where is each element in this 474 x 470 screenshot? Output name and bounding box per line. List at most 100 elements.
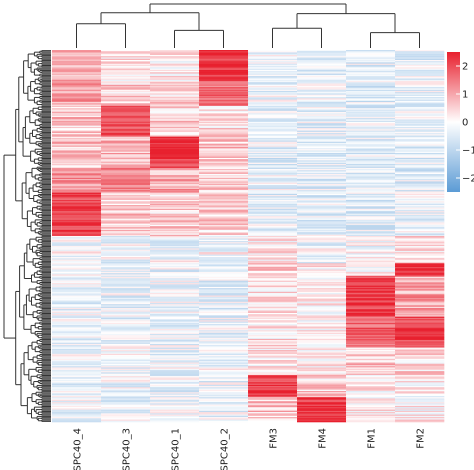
heatmap-cell (101, 271, 151, 274)
heatmap-cell (395, 284, 445, 286)
heatmap-cell (52, 298, 102, 300)
column-label-fm2: FM2 (416, 428, 427, 449)
heatmap-cell (150, 216, 200, 218)
heatmap-cell (101, 157, 151, 160)
heatmap-cell (395, 283, 445, 285)
heatmap-cell (248, 83, 298, 86)
heatmap-cell (101, 369, 151, 372)
heatmap-cell (101, 52, 151, 55)
heatmap-cell (150, 384, 200, 387)
heatmap-cell (248, 355, 298, 357)
heatmap-cell (395, 239, 445, 242)
heatmap-cell (101, 296, 151, 299)
heatmap-cell (297, 392, 347, 394)
heatmap-cell (297, 259, 347, 262)
heatmap-cell (101, 214, 151, 217)
heatmap-cell (346, 265, 396, 268)
heatmap-cell (248, 403, 298, 405)
heatmap-cell (52, 93, 102, 95)
heatmap-cell (248, 171, 298, 174)
heatmap-cell (150, 218, 200, 221)
heatmap-cell (52, 314, 102, 316)
heatmap-cell (199, 208, 249, 211)
heatmap-cell (101, 102, 151, 104)
heatmap-cell (199, 104, 249, 107)
heatmap-cell (199, 76, 249, 78)
heatmap-cell (297, 353, 347, 356)
heatmap-cell (101, 83, 151, 86)
heatmap-cell (346, 347, 396, 350)
heatmap-cell (52, 363, 102, 366)
heatmap-cell (52, 296, 102, 299)
heatmap-cell (101, 76, 151, 78)
heatmap-cell (395, 403, 445, 405)
heatmap-cell (395, 361, 445, 363)
heatmap-cell (346, 242, 396, 244)
heatmap-cell (101, 62, 151, 64)
heatmap-cell (150, 267, 200, 269)
heatmap-cell (395, 388, 445, 391)
heatmap-cell (297, 212, 347, 214)
heatmap-cell (101, 326, 151, 329)
heatmap-cell (395, 243, 445, 245)
heatmap-cell (150, 211, 200, 213)
heatmap-cell (346, 361, 396, 363)
heatmap-cell (199, 229, 249, 232)
heatmap-cell (346, 62, 396, 64)
heatmap-cell (52, 405, 102, 408)
column-label-fm1: FM1 (367, 428, 378, 449)
heatmap-cell (52, 232, 102, 234)
heatmap-cell (199, 175, 249, 177)
heatmap-cell (395, 88, 445, 90)
heatmap-cell (101, 50, 151, 52)
heatmap-cell (297, 229, 347, 232)
heatmap-cell (199, 138, 249, 140)
heatmap-cell (199, 326, 249, 329)
heatmap-cell (52, 160, 102, 162)
heatmap-cell (297, 109, 347, 112)
heatmap-cell (346, 186, 396, 188)
heatmap-cell (101, 273, 151, 275)
heatmap-cell (248, 169, 298, 171)
heatmap-cell (52, 273, 102, 275)
heatmap-cell (101, 177, 151, 180)
heatmap-cell (248, 161, 298, 164)
heatmap-cell (395, 358, 445, 361)
heatmap-cell (395, 110, 445, 113)
heatmap-cell (346, 257, 396, 259)
heatmap-cell (101, 249, 151, 252)
heatmap-cell (199, 78, 249, 81)
heatmap-cell (150, 378, 200, 381)
heatmap-cell (52, 119, 102, 121)
heatmap-cell (52, 330, 102, 332)
heatmap-cell (199, 218, 249, 221)
heatmap-cell (395, 140, 445, 143)
heatmap-cell (52, 381, 102, 383)
heatmap-cell (101, 400, 151, 403)
heatmap-cell (297, 126, 347, 129)
heatmap-cell (297, 398, 347, 400)
heatmap-cell (395, 221, 445, 223)
heatmap-cell (395, 203, 445, 206)
heatmap-cell (346, 152, 396, 155)
heatmap-cell (52, 130, 102, 133)
heatmap-cell (150, 333, 200, 336)
heatmap-cell (395, 63, 445, 66)
heatmap-cell (297, 265, 347, 268)
heatmap-cell (297, 262, 347, 264)
heatmap-cell (248, 54, 298, 57)
heatmap-cell (101, 95, 151, 98)
heatmap-cell (297, 240, 347, 243)
heatmap-cell (52, 219, 102, 222)
heatmap-cell (346, 263, 396, 265)
heatmap-cell (248, 333, 298, 336)
heatmap-cell (395, 224, 445, 227)
heatmap-cell (199, 378, 249, 381)
heatmap-cell (395, 196, 445, 198)
heatmap-cell (297, 130, 347, 133)
heatmap-cell (199, 417, 249, 419)
heatmap-cell (346, 154, 396, 156)
heatmap-cell (248, 356, 298, 358)
heatmap-cell (101, 329, 151, 331)
heatmap-cell (101, 187, 151, 190)
